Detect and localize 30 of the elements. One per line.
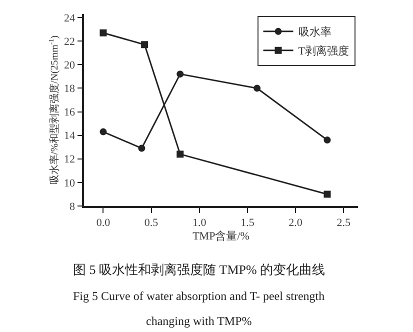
point — [138, 144, 146, 152]
y-tick-label: 8 — [70, 200, 76, 213]
x-tick-label: 0.5 — [144, 216, 159, 229]
y-tick-label: 10 — [64, 177, 76, 190]
y-tick-label: 18 — [64, 83, 76, 96]
point — [324, 190, 331, 198]
x-axis-title: TMP含量/% — [192, 230, 250, 243]
point — [176, 150, 184, 158]
y-tick-label: 14 — [64, 130, 76, 142]
x-tick-label: 2.5 — [336, 216, 351, 229]
legend-label: T剥离强度 — [298, 44, 349, 58]
x-tick-label: 1.5 — [240, 216, 255, 229]
y-tick-label: 22 — [64, 36, 76, 48]
point — [100, 29, 107, 36]
caption: 图 5 吸水性和剥离强度随 TMP% 的变化曲线 — [73, 262, 326, 277]
point — [324, 136, 331, 144]
y-tick-label: 12 — [64, 154, 76, 166]
x-tick-label: 1.0 — [192, 216, 207, 229]
point — [100, 128, 107, 136]
x-tick-label: 0.0 — [96, 216, 111, 229]
y-tick-label: 16 — [64, 106, 76, 119]
text: changing with TMP% — [146, 314, 252, 328]
point — [141, 41, 148, 48]
y-tick-label: 24 — [64, 12, 76, 24]
caption: Fig 5 Curve of water absorption and T- peel strength — [73, 289, 325, 303]
x-tick-label: 2.0 — [288, 216, 303, 229]
y-tick-label: 20 — [64, 60, 76, 72]
point — [254, 84, 261, 92]
legend-label: 吸水率 — [298, 26, 332, 39]
point — [176, 70, 184, 78]
